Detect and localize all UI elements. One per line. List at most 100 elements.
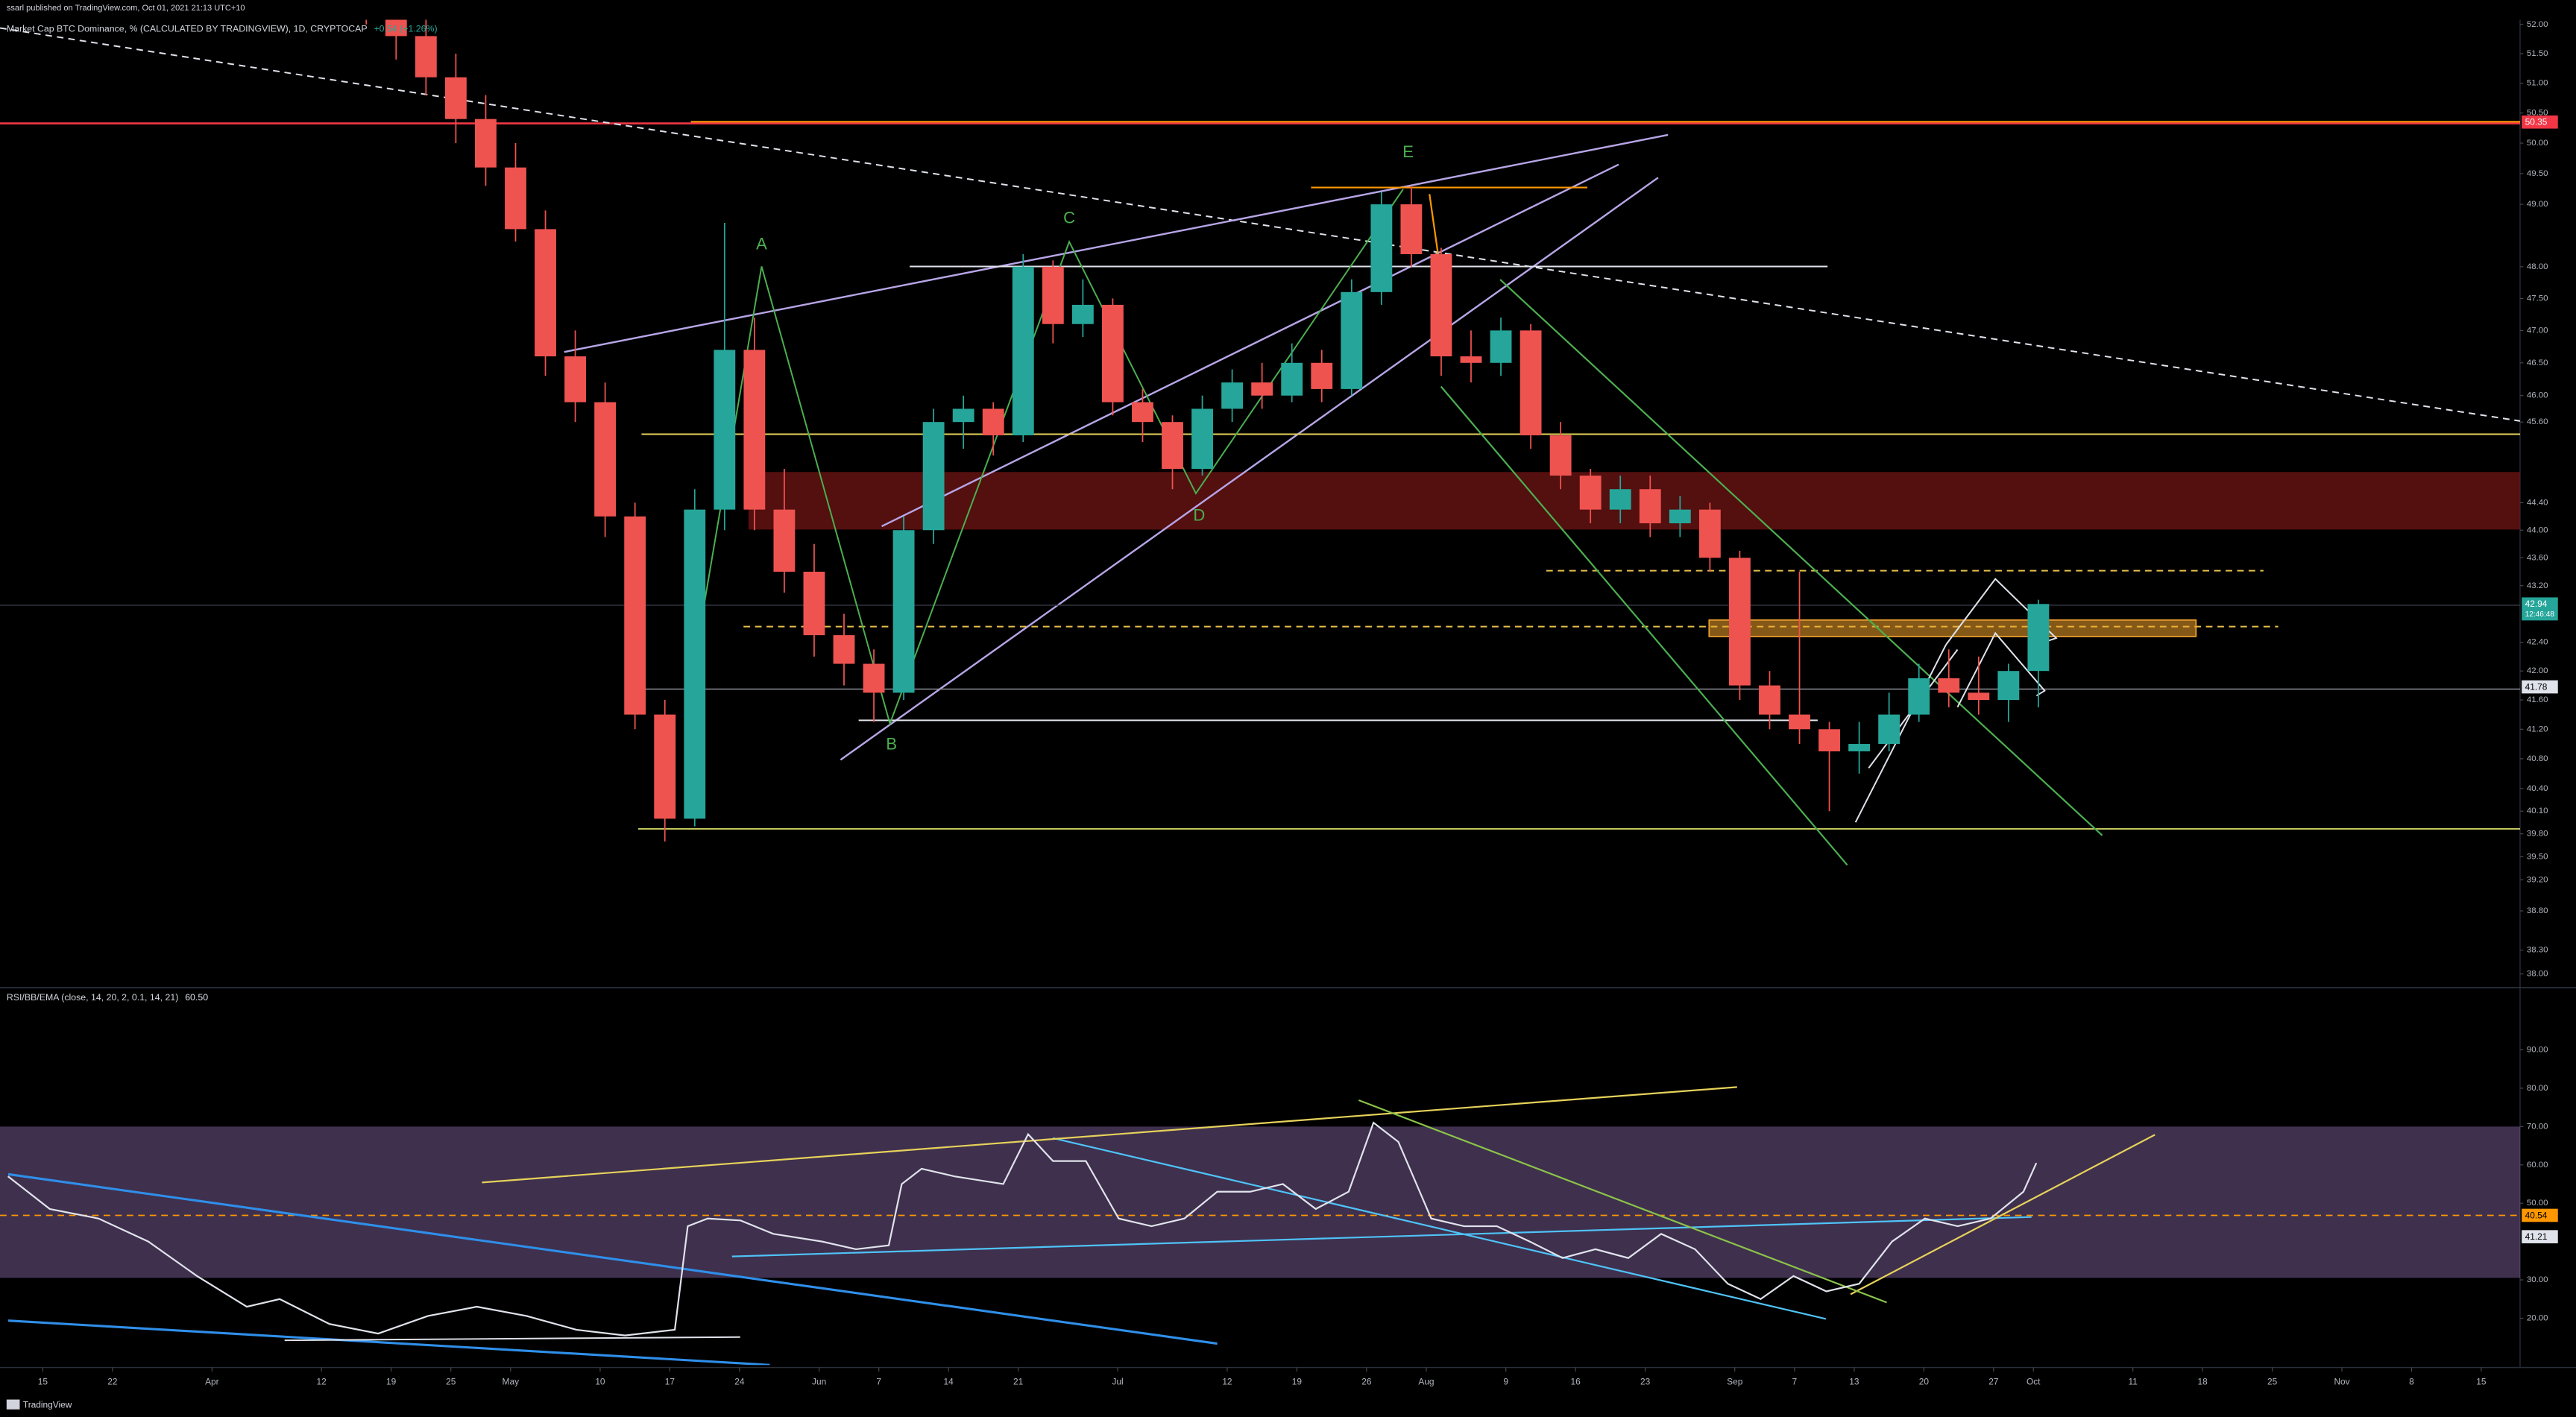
candle-body <box>743 350 766 510</box>
y-tick-label: 42.00 <box>2527 666 2548 675</box>
x-tick-label: 8 <box>2409 1377 2414 1387</box>
y-tick-label: 39.80 <box>2527 830 2548 839</box>
trend-line <box>1358 1099 1887 1304</box>
x-tick-label: Jun <box>812 1377 826 1387</box>
candle-body <box>1698 509 1721 558</box>
candle-body <box>1549 435 1572 476</box>
candle-body <box>833 635 855 664</box>
candle-body <box>952 408 974 423</box>
countdown: 12:46:48 <box>2525 610 2555 619</box>
rsi-band <box>0 1126 2520 1278</box>
x-tick-label: 13 <box>1849 1377 1859 1387</box>
y-tick-label: 60.00 <box>2527 1161 2548 1170</box>
price-marker-label: 41.78 <box>2525 681 2548 692</box>
x-tick-label: 17 <box>665 1377 676 1387</box>
title-text: Market Cap BTC Dominance, % (CALCULATED … <box>7 24 368 34</box>
y-tick-label: 50.50 <box>2527 109 2548 118</box>
candle-body <box>475 119 497 168</box>
level-box <box>2522 1230 2558 1243</box>
y-tick-label: 40.80 <box>2527 754 2548 763</box>
price-marker-label: 42.94 <box>2525 599 2548 609</box>
y-tick-label: 40.40 <box>2527 784 2548 793</box>
x-tick-label: Jul <box>1112 1377 1123 1387</box>
price-marker <box>2522 115 2558 129</box>
candle-body <box>505 167 526 230</box>
candle-body <box>982 408 1004 436</box>
y-tick-label: 90.00 <box>2527 1045 2548 1054</box>
candle-body <box>1400 204 1423 254</box>
candle-body <box>803 572 825 636</box>
channel-line <box>1440 385 1848 866</box>
price-marker <box>2522 680 2558 694</box>
x-tick-label: 26 <box>1361 1377 1372 1387</box>
trend-line <box>840 177 1659 761</box>
candle-body <box>444 77 467 119</box>
candle-body <box>1579 476 1602 510</box>
level-box <box>2522 1208 2558 1222</box>
wave-label: B <box>886 734 897 753</box>
y-tick-label: 49.00 <box>2527 200 2548 209</box>
candle-body <box>1370 204 1393 292</box>
y-tick-label: 44.40 <box>2527 499 2548 508</box>
candle-body <box>1669 509 1691 524</box>
candle-body <box>1848 744 1871 751</box>
y-tick-label: 44.00 <box>2527 526 2548 534</box>
x-tick-label: 14 <box>944 1377 954 1387</box>
wave-label: C <box>1063 208 1075 227</box>
candle-body <box>1759 685 1780 715</box>
y-tick-label: 51.50 <box>2527 49 2548 58</box>
candle-body <box>922 422 945 531</box>
y-tick-label: 70.00 <box>2527 1122 2548 1131</box>
y-tick-label: 38.00 <box>2527 970 2548 979</box>
wave-labels: A B C D E <box>756 142 1414 753</box>
candle-body <box>1102 304 1124 403</box>
candle-body <box>773 509 796 572</box>
candle-body <box>1460 356 1482 363</box>
x-tick-label: 25 <box>446 1377 456 1387</box>
x-tick-label: 16 <box>1571 1377 1581 1387</box>
trend-line <box>1850 1134 2155 1296</box>
candle-body <box>1818 729 1840 751</box>
trend-line <box>1052 1137 1827 1320</box>
resistance-zone <box>748 472 2520 530</box>
y-tick-label: 40.10 <box>2527 807 2548 815</box>
y-tick-label: 47.50 <box>2527 294 2548 303</box>
wave-label: A <box>756 235 767 253</box>
x-tick-label: 7 <box>876 1377 881 1387</box>
price-marker-label: 50.35 <box>2525 117 2548 127</box>
candle-body <box>1341 291 1363 389</box>
y-tick-label: 43.20 <box>2527 581 2548 590</box>
candle-body <box>564 356 586 403</box>
x-tick-label: 21 <box>1013 1377 1024 1387</box>
y-tick-label: 20.00 <box>2527 1314 2548 1323</box>
x-tick-label: Oct <box>2027 1377 2041 1387</box>
rsi-title-text: RSI/BB/EMA (close, 14, 20, 2, 0.1, 14, 2… <box>7 993 179 1003</box>
candle-body <box>1520 330 1542 436</box>
x-tick-label: 27 <box>1988 1377 1999 1387</box>
trend-line <box>881 163 1619 528</box>
y-tick-label: 41.20 <box>2527 725 2548 733</box>
x-tick-label: 10 <box>595 1377 605 1387</box>
y-tick-label: 46.50 <box>2527 359 2548 367</box>
change-text: +0.54 (+1.26%) <box>374 24 437 34</box>
x-tick-label: May <box>503 1377 520 1387</box>
published-note: ssarl published on TradingView.com, Oct … <box>7 4 245 13</box>
candle-body <box>624 516 646 715</box>
candle-body <box>1789 714 1810 730</box>
candle-body <box>892 530 915 693</box>
wave-label: D <box>1193 506 1205 525</box>
candle-body <box>1012 266 1034 436</box>
y-tick-label: 80.00 <box>2527 1084 2548 1093</box>
x-tick-label: 24 <box>734 1377 745 1387</box>
candle-body <box>1042 266 1064 324</box>
candle-body <box>1311 362 1333 389</box>
candle-body <box>385 19 407 37</box>
candle-body <box>2027 604 2050 672</box>
x-tick-label: 12 <box>317 1377 327 1387</box>
trend-line <box>482 1086 1737 1184</box>
y-tick-label: 42.40 <box>2527 638 2548 647</box>
wave-path <box>690 189 1404 727</box>
x-tick-label: Aug <box>1418 1377 1434 1387</box>
